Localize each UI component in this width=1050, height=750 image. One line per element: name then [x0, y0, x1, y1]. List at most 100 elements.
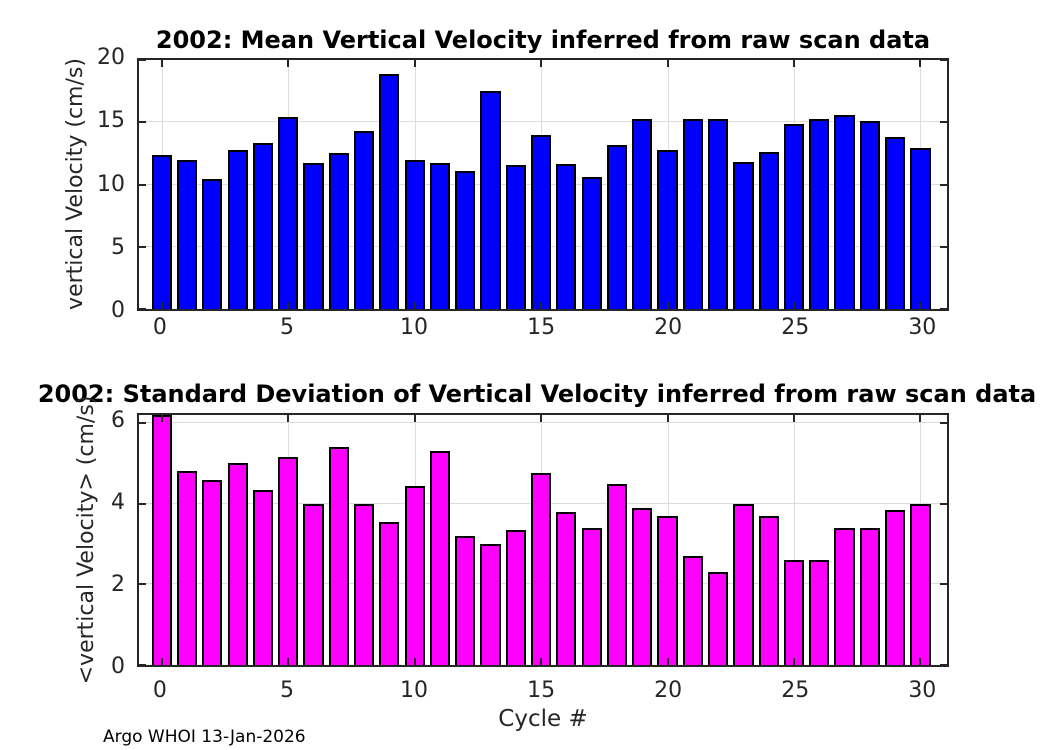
- horizontal-gridline: [139, 422, 947, 424]
- x-tick-mark: [160, 302, 163, 309]
- y-tick-label: 20: [97, 45, 125, 70]
- bar: [859, 527, 880, 665]
- y-tick-labels-std: 0 2 4 6: [0, 408, 137, 678]
- x-tick-mark: [413, 60, 416, 67]
- bar: [227, 463, 248, 665]
- y-tick-mark: [940, 502, 947, 505]
- x-tick-mark: [287, 658, 290, 665]
- x-axis-label: Cycle #: [498, 706, 588, 732]
- x-tick-mark: [287, 302, 290, 309]
- x-tick-mark: [160, 60, 163, 67]
- plot-area-mean: [137, 58, 949, 311]
- y-tick-label: 10: [97, 171, 125, 197]
- x-tick-mark: [287, 415, 290, 422]
- vertical-gridline: [793, 415, 795, 665]
- x-tick-mark: [792, 658, 795, 665]
- y-tick-mark: [940, 664, 947, 666]
- chart-title-std: 2002: Standard Deviation of Vertical Vel…: [37, 380, 1037, 408]
- y-tick-mark: [940, 422, 947, 425]
- bar: [505, 164, 526, 309]
- x-tick-mark: [540, 60, 543, 67]
- x-tick-label: 10: [400, 315, 429, 340]
- bar: [404, 485, 425, 665]
- x-tick-label: 0: [152, 315, 167, 340]
- bar: [733, 162, 754, 309]
- x-tick-mark: [792, 415, 795, 422]
- bar: [455, 171, 476, 309]
- bar: [682, 556, 703, 665]
- bar: [758, 515, 779, 665]
- x-tick-label: 0: [152, 678, 167, 703]
- bar: [303, 503, 324, 665]
- y-tick-label: 4: [111, 490, 125, 516]
- bar: [328, 153, 349, 309]
- bar: [556, 163, 577, 309]
- bar: [379, 521, 400, 665]
- bar: [834, 114, 855, 309]
- y-tick-labels-mean: 0 5 10 15 20: [0, 47, 137, 322]
- x-tick-mark: [919, 415, 922, 422]
- y-tick-label: 6: [111, 408, 125, 434]
- y-tick-mark: [940, 121, 947, 124]
- bar: [303, 163, 324, 309]
- bar: [885, 137, 906, 309]
- horizontal-gridline: [139, 121, 947, 123]
- x-tick-mark: [540, 415, 543, 422]
- bar: [682, 118, 703, 309]
- x-tick-labels-std: 0 5 10 15 20 25 30: [137, 680, 949, 704]
- x-tick-mark: [413, 415, 416, 422]
- x-tick-mark: [160, 415, 163, 422]
- bar: [252, 142, 274, 309]
- x-tick-mark: [666, 658, 669, 665]
- x-tick-label: 25: [781, 678, 810, 703]
- y-tick-mark: [940, 59, 947, 61]
- x-tick-mark: [413, 302, 416, 309]
- bar: [758, 152, 779, 309]
- x-tick-label: 5: [279, 678, 294, 703]
- x-tick-label: 30: [908, 678, 937, 703]
- bar: [202, 479, 223, 665]
- bar: [783, 560, 805, 665]
- bar: [859, 121, 880, 309]
- bar: [379, 73, 400, 309]
- x-tick-mark: [287, 60, 290, 67]
- bar: [632, 118, 653, 309]
- bar: [581, 527, 602, 665]
- x-tick-label: 15: [527, 678, 556, 703]
- bar: [783, 123, 805, 309]
- bar: [404, 160, 425, 309]
- x-tick-mark: [919, 302, 922, 309]
- bar: [176, 471, 198, 665]
- bar: [581, 177, 602, 309]
- y-tick-mark: [139, 183, 146, 186]
- y-tick-label: 0: [111, 298, 125, 323]
- y-tick-mark: [139, 422, 146, 425]
- bar: [480, 91, 501, 309]
- bar: [530, 473, 552, 665]
- y-tick-mark: [139, 245, 146, 248]
- x-tick-mark: [540, 302, 543, 309]
- x-tick-mark: [666, 415, 669, 422]
- bar: [708, 118, 729, 309]
- bar: [733, 503, 754, 665]
- bar: [480, 544, 501, 665]
- x-tick-label: 10: [400, 678, 429, 703]
- bar: [809, 560, 830, 665]
- bar: [657, 515, 678, 665]
- x-tick-label: 30: [908, 315, 937, 340]
- bar: [176, 160, 198, 309]
- y-tick-mark: [139, 664, 146, 666]
- y-tick-mark: [139, 583, 146, 586]
- bar: [657, 150, 678, 309]
- x-tick-label: 25: [781, 315, 810, 340]
- bar: [151, 415, 172, 665]
- bar: [202, 178, 223, 309]
- x-tick-label: 15: [527, 315, 556, 340]
- x-tick-mark: [919, 658, 922, 665]
- x-tick-label: 20: [654, 315, 683, 340]
- bar: [834, 527, 855, 665]
- bar: [227, 149, 248, 309]
- bar: [429, 451, 451, 665]
- plot-area-std: [137, 413, 949, 667]
